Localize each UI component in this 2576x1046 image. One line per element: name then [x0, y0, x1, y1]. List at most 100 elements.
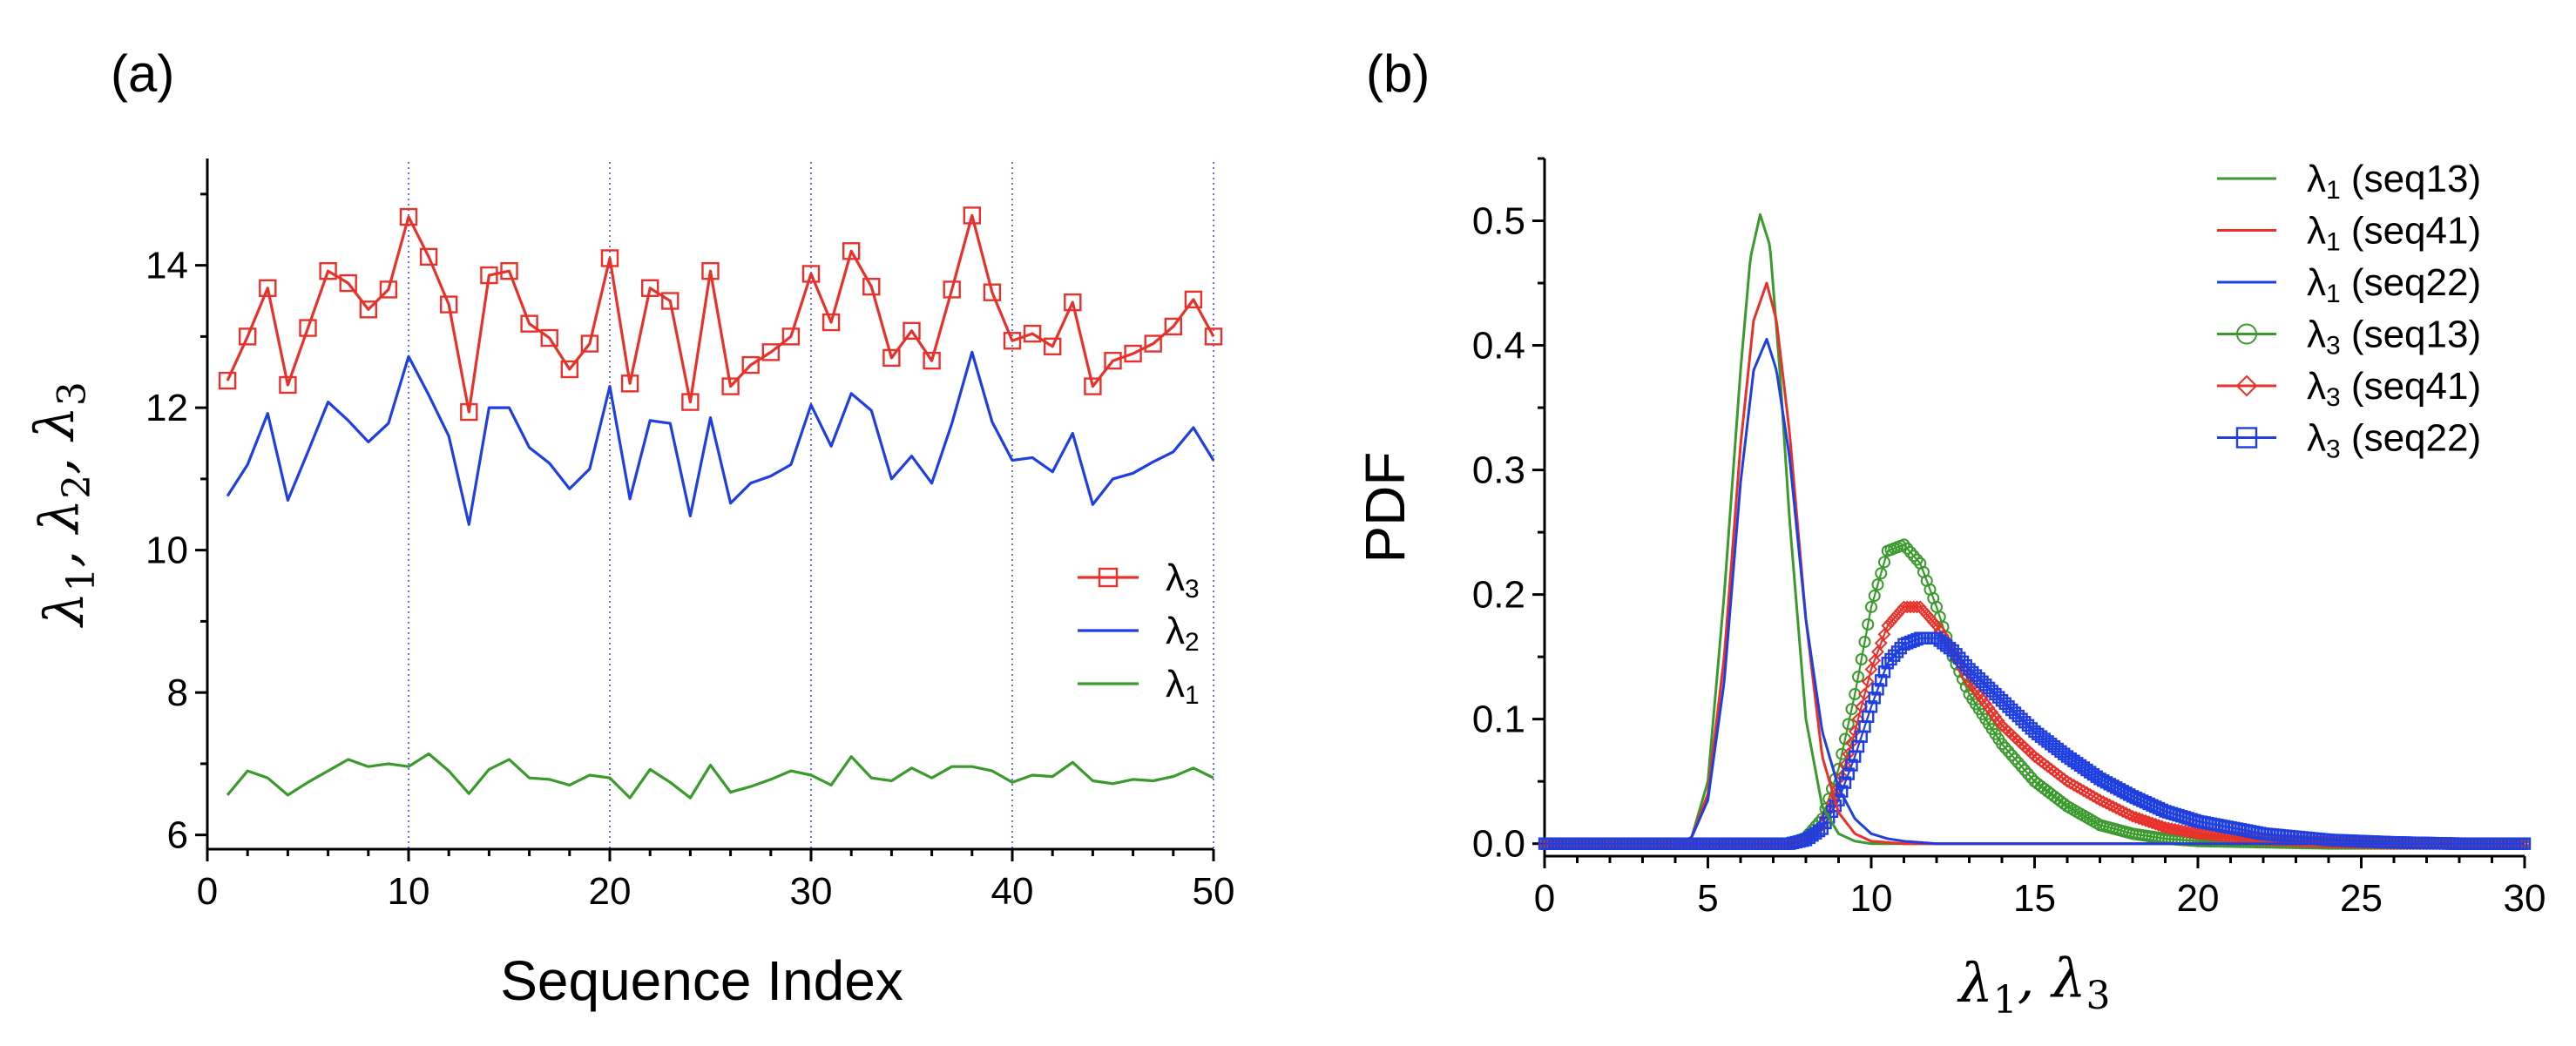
- data-point: [1888, 649, 1901, 662]
- x-tick-label-a: 0: [197, 870, 218, 913]
- data-point: [1836, 747, 1849, 760]
- data-point: [1910, 600, 1924, 614]
- data-point: [882, 348, 901, 368]
- y-tick-label-a: 14: [145, 245, 188, 287]
- y-tick-label-b: 0.2: [1472, 574, 1525, 617]
- data-point: [279, 375, 297, 395]
- data-point: [2086, 789, 2100, 803]
- x-tick-label-a: 10: [388, 870, 430, 913]
- data-point: [1878, 556, 1890, 569]
- data-point: [1897, 538, 1910, 551]
- x-tick-label-b: 20: [2177, 877, 2220, 920]
- data-point: [2025, 771, 2038, 784]
- legend-label: λ1 (seq41): [2307, 210, 2481, 257]
- data-point: [661, 292, 679, 310]
- data-point: [2146, 816, 2159, 830]
- data-point: [1812, 824, 1826, 838]
- series-3seq13: [1538, 538, 2531, 850]
- data-point: [2093, 793, 2106, 807]
- data-point: [2080, 786, 2093, 800]
- x-tick-label-a: 30: [790, 870, 833, 913]
- series-line: [1545, 337, 2525, 846]
- y-tick-label-a: 12: [145, 387, 188, 429]
- legend-marker: [2235, 375, 2258, 397]
- data-point: [1084, 377, 1102, 395]
- data-point: [1868, 692, 1881, 705]
- data-point: [701, 261, 720, 280]
- data-point: [1838, 759, 1852, 772]
- x-tick-label-b: 10: [1850, 877, 1893, 920]
- legend-label: λ3 (seq41): [2307, 365, 2481, 412]
- data-point: [2148, 817, 2162, 831]
- data-point: [2129, 811, 2143, 824]
- y-tick-label-b: 0.0: [1472, 823, 1525, 866]
- data-point: [239, 327, 257, 346]
- series-3seq22: [1538, 631, 2532, 850]
- data-point: [1864, 663, 1878, 676]
- data-point: [2126, 809, 2140, 823]
- data-point: [2155, 820, 2169, 833]
- data-point: [2077, 784, 2091, 798]
- data-point: [2135, 813, 2149, 827]
- x-tick-label-b: 0: [1534, 877, 1555, 920]
- legend-b: λ1 (seq13) λ1 (seq41)λ1 (seq22) λ3 (seq13)…: [2217, 158, 2481, 464]
- data-point: [2096, 795, 2110, 808]
- series-line: [1545, 637, 2525, 845]
- series-2: [226, 350, 1215, 526]
- data-point: [2103, 798, 2117, 812]
- data-point: [2113, 803, 2126, 817]
- data-point: [1842, 767, 1855, 780]
- legend-label: λ1: [1166, 663, 1200, 710]
- data-point: [2152, 819, 2166, 832]
- data-point: [1950, 648, 1963, 661]
- data-point: [1835, 770, 1849, 783]
- y-tick-label-b: 0.4: [1472, 325, 1525, 368]
- legend-label: λ2: [1166, 610, 1200, 657]
- data-point: [2022, 767, 2034, 780]
- data-point: [2070, 780, 2084, 794]
- data-point: [1858, 635, 1871, 648]
- panel-b: (b) 0 5 10 15 20 25 30 0.0 0.1 0.2 0.3 0.4 0.5 PDF λ1, …: [1354, 44, 2546, 1022]
- data-point: [641, 279, 659, 297]
- data-point: [781, 327, 801, 346]
- data-point: [520, 314, 538, 333]
- data-point: [1901, 542, 1914, 555]
- data-point: [1890, 608, 1904, 621]
- data-point: [721, 377, 740, 395]
- data-point: [2005, 749, 2018, 762]
- data-point: [1877, 665, 1891, 678]
- data-point: [1851, 712, 1865, 726]
- data-point: [1023, 324, 1042, 343]
- data-point: [2002, 745, 2015, 758]
- data-point: [821, 313, 841, 332]
- data-point: [761, 343, 780, 361]
- data-point: [2067, 779, 2080, 792]
- data-point: [399, 207, 418, 226]
- data-point: [741, 355, 760, 375]
- data-point: [1953, 651, 1966, 665]
- data-point: [2018, 764, 2032, 777]
- data-point: [801, 265, 821, 283]
- data-point: [1845, 759, 1858, 772]
- data-point: [1043, 337, 1062, 356]
- data-point: [2090, 792, 2104, 805]
- data-point: [2120, 806, 2133, 820]
- data-point: [2015, 760, 2028, 773]
- legend-label: λ3 (seq13): [2307, 314, 2481, 361]
- data-point: [2142, 815, 2156, 829]
- panel-label-a: (a): [111, 44, 174, 103]
- data-point: [1875, 674, 1888, 687]
- data-point: [379, 280, 398, 299]
- x-tick-label-a: 50: [1193, 870, 1235, 913]
- data-point: [1877, 627, 1891, 641]
- data-point: [1842, 718, 1855, 731]
- data-point: [620, 375, 639, 393]
- data-point: [2133, 812, 2146, 826]
- data-point: [2060, 774, 2074, 788]
- data-point: [1124, 344, 1142, 363]
- data-point: [419, 247, 438, 267]
- x-axis-title-a: Sequence Index: [500, 949, 903, 1012]
- data-point: [1855, 653, 1868, 666]
- data-point: [299, 319, 317, 337]
